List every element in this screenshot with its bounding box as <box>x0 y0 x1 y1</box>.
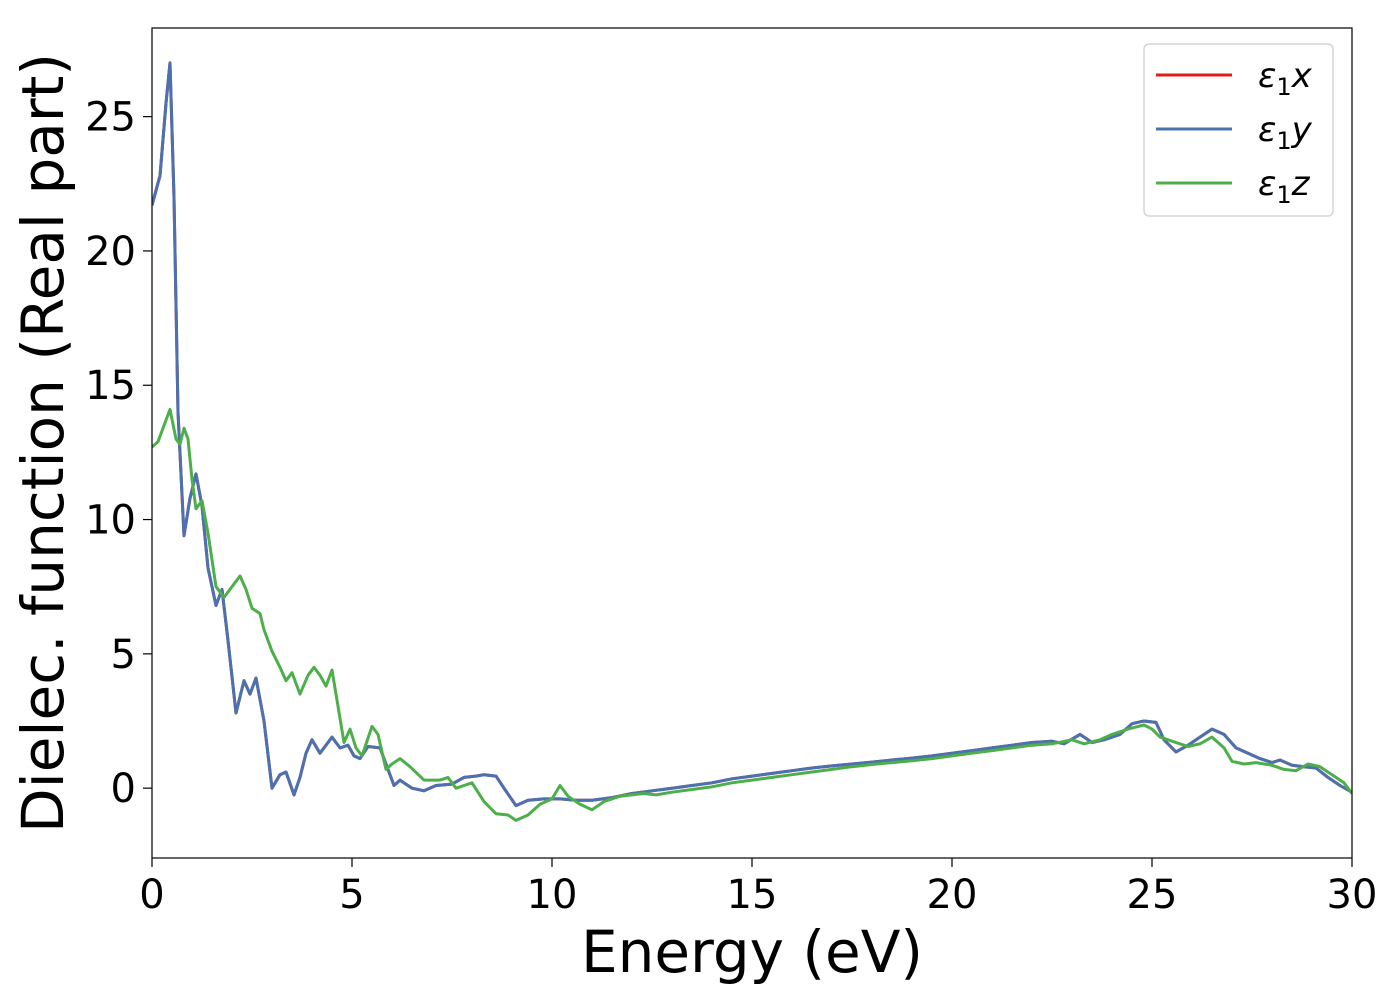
series-line-z <box>152 407 1352 822</box>
x-tick-label: 30 <box>1327 872 1378 918</box>
x-axis-title: Energy (eV) <box>581 918 923 986</box>
y-tick-label: 25 <box>85 95 136 141</box>
series-line-y <box>152 61 1352 808</box>
y-tick-label: 15 <box>85 363 136 409</box>
y-tick-label: 5 <box>111 632 136 678</box>
y-tick-label: 10 <box>85 498 136 544</box>
legend-label-y: ε1y <box>1258 110 1313 155</box>
x-tick-label: 15 <box>727 872 778 918</box>
legend-label-z: ε1z <box>1258 164 1311 209</box>
x-tick-label: 20 <box>927 872 978 918</box>
x-tick-label: 25 <box>1127 872 1178 918</box>
legend-box <box>1143 43 1334 217</box>
x-tick-label: 10 <box>527 872 578 918</box>
legend-label-x: ε1x <box>1258 56 1313 101</box>
x-tick-label: 0 <box>139 872 164 918</box>
x-axis-ticks: 0 5 10 15 20 25 30 <box>139 858 1377 918</box>
legend: ε1x ε1y ε1z <box>1143 43 1334 217</box>
y-tick-label: 0 <box>111 766 136 812</box>
y-tick-label: 20 <box>85 229 136 275</box>
plot-lines <box>152 61 1352 822</box>
y-axis-title: Dielec. function (Real part) <box>9 53 77 833</box>
x-tick-label: 5 <box>339 872 364 918</box>
y-axis-ticks: 0 5 10 15 20 25 <box>85 95 152 812</box>
